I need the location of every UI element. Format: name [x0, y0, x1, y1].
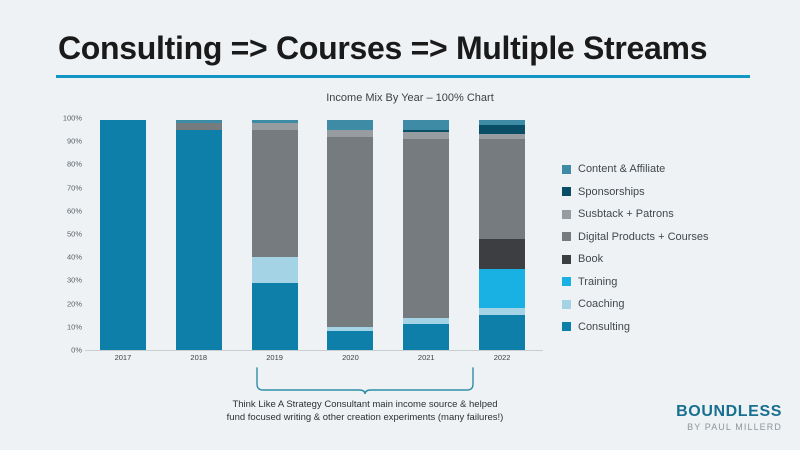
legend-color-swatch: [562, 209, 571, 219]
y-axis-tick-label: 100%: [62, 113, 82, 123]
legend-item-label: Consulting: [578, 320, 630, 333]
bar-segment[interactable]: [251, 282, 298, 350]
x-axis-baseline: [85, 350, 543, 351]
bar-column[interactable]: [99, 120, 146, 350]
legend-item[interactable]: Training: [562, 271, 794, 294]
x-axis-tick-label: 2017: [114, 353, 132, 362]
bar-segment[interactable]: [251, 120, 298, 123]
legend-color-swatch: [562, 322, 571, 332]
y-axis-tick-label: 30%: [66, 275, 82, 285]
legend-item-label: Sponsorships: [578, 185, 645, 198]
annotation-caption: Think Like A Strategy Consultant main in…: [226, 399, 504, 423]
bar-segment[interactable]: [403, 317, 450, 325]
legend-color-swatch: [562, 299, 571, 309]
bar-segment[interactable]: [327, 129, 374, 137]
legend-item[interactable]: Book: [562, 248, 794, 271]
y-axis-tick-label: 70%: [66, 183, 82, 193]
bar-segment[interactable]: [327, 326, 374, 332]
legend-color-swatch: [562, 254, 571, 264]
y-axis-tick-label: 10%: [66, 322, 82, 332]
legend-item[interactable]: Consulting: [562, 316, 794, 339]
legend-item[interactable]: Susbtack + Patrons: [562, 203, 794, 226]
bar-segment[interactable]: [251, 129, 298, 258]
bar-segment[interactable]: [479, 268, 526, 309]
legend-item-label: Training: [578, 275, 618, 288]
bar-segment[interactable]: [251, 122, 298, 130]
bar-segment[interactable]: [479, 120, 526, 126]
boundless-logo: BOUNDLESS BY PAUL MILLERD: [676, 403, 782, 432]
bar-segment[interactable]: [479, 238, 526, 269]
bar-segment[interactable]: [327, 120, 374, 130]
bar-segment[interactable]: [175, 122, 222, 130]
x-axis-tick-label: 2019: [266, 353, 283, 362]
bar-segment[interactable]: [327, 136, 374, 327]
legend-color-swatch: [562, 187, 571, 197]
bar-segment[interactable]: [403, 131, 450, 139]
legend-item[interactable]: Coaching: [562, 293, 794, 316]
legend-item-label: Digital Products + Courses: [578, 230, 709, 243]
logo-wordmark: BOUNDLESS: [676, 403, 782, 420]
legend-item-label: Susbtack + Patrons: [578, 208, 674, 221]
legend-color-swatch: [562, 164, 571, 174]
bar-segment[interactable]: [403, 129, 450, 132]
bar-column[interactable]: [175, 120, 222, 350]
title-underline-rule: [56, 75, 750, 78]
chart-plot-area: [85, 118, 540, 350]
chart-title: Income Mix By Year – 100% Chart: [326, 92, 494, 104]
bar-segment[interactable]: [479, 134, 526, 139]
legend-item-label: Book: [578, 253, 604, 266]
bar-column[interactable]: [403, 120, 450, 350]
page-title: Consulting => Courses => Multiple Stream…: [58, 30, 708, 66]
bar-segment[interactable]: [403, 120, 450, 130]
y-axis: 0% 10% 20% 30% 40% 50% 60% 70% 80% 90% 100%: [40, 114, 82, 355]
bar-segment[interactable]: [479, 125, 526, 135]
bar-column[interactable]: [479, 120, 526, 350]
legend-item-label: Coaching: [578, 298, 625, 311]
legend-item-label: Content & Affiliate: [578, 163, 666, 176]
bar-column[interactable]: [251, 120, 298, 350]
x-axis-tick-label: 2021: [417, 353, 435, 362]
y-axis-tick-label: 20%: [66, 299, 82, 309]
y-axis-tick-label: 90%: [66, 136, 82, 146]
bar-segment[interactable]: [327, 331, 374, 350]
chart-legend: Content & Affiliate Sponsorships Susbtack …: [562, 158, 794, 338]
logo-tagline: BY PAUL MILLERD: [687, 422, 782, 432]
y-axis-tick-label: 40%: [66, 252, 82, 262]
y-axis-tick-label: 80%: [66, 159, 82, 169]
legend-item[interactable]: Digital Products + Courses: [562, 226, 794, 249]
bar-segment[interactable]: [403, 324, 450, 350]
legend-item[interactable]: Sponsorships: [562, 181, 794, 204]
x-axis-tick-label: 2022: [493, 353, 511, 362]
bar-segment[interactable]: [99, 120, 146, 350]
bar-segment[interactable]: [175, 120, 222, 123]
y-axis-tick-label: 60%: [66, 206, 82, 216]
x-axis-tick-label: 2018: [190, 353, 208, 362]
bar-segment[interactable]: [479, 315, 526, 350]
bar-segment[interactable]: [175, 129, 222, 350]
x-axis-tick-label: 2020: [342, 353, 359, 362]
bar-column[interactable]: [327, 120, 374, 350]
legend-color-swatch: [562, 232, 571, 242]
legend-item[interactable]: Content & Affiliate: [562, 158, 794, 181]
annotation-bracket: [256, 367, 474, 394]
legend-color-swatch: [562, 277, 571, 287]
bar-segment[interactable]: [251, 257, 298, 283]
y-axis-tick-label: 50%: [66, 229, 82, 239]
bar-segment[interactable]: [479, 308, 526, 316]
bar-segment[interactable]: [479, 138, 526, 239]
bar-segment[interactable]: [403, 138, 450, 318]
y-axis-tick-label: 0%: [71, 345, 82, 355]
